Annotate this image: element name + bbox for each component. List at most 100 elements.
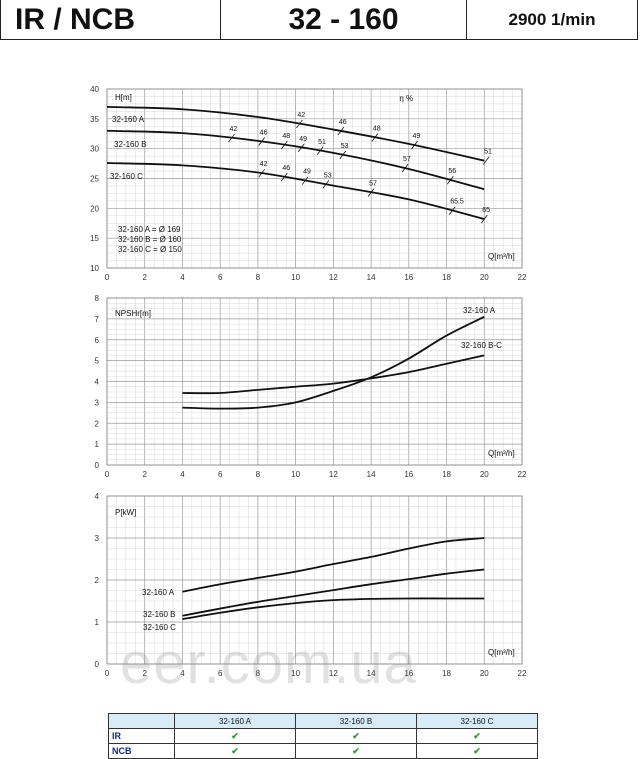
x-tick-label: 10 (291, 470, 300, 479)
series-line (182, 597, 485, 620)
x-tick-label: 12 (329, 273, 338, 282)
x-tick-label: 2 (143, 669, 148, 678)
x-tick-label: 4 (180, 669, 185, 678)
x-tick-label: 8 (256, 273, 261, 282)
row-label: NCB (108, 743, 175, 759)
y-tick-label: 4 (95, 378, 100, 387)
series-line (106, 162, 485, 220)
x-axis-label: Q[m³/h] (488, 648, 515, 657)
x-tick-label: 20 (480, 669, 489, 678)
x-tick-label: 6 (218, 273, 223, 282)
efficiency-label: 53 (324, 172, 332, 179)
series-title: IR / NCB (1, 0, 221, 39)
efficiency-tick (301, 176, 309, 185)
efficiency-label: 42 (297, 112, 305, 119)
efficiency-tick (280, 172, 288, 182)
efficiency-label: 53 (341, 143, 349, 150)
efficiency-tick (411, 140, 418, 150)
x-tick-label: 0 (105, 273, 110, 282)
efficiency-tick (316, 146, 324, 155)
series-label: 32-160 A (463, 306, 496, 315)
efficiency-tick (367, 188, 375, 197)
y-tick-label: 25 (90, 175, 99, 184)
check-icon: ✔ (174, 743, 296, 759)
efficiency-tick (371, 133, 379, 142)
check-icon: ✔ (174, 728, 296, 744)
series-label: 32-160 B (143, 610, 175, 619)
pump-curves-charts: 0 2 4 6 8 10 12 14 16 18 20 2210152025303540H[m]Q[m… (90, 85, 527, 678)
x-tick-label: 10 (291, 273, 300, 282)
efficiency-label: 51 (484, 149, 492, 156)
x-tick-label: 18 (442, 669, 451, 678)
model-title: 32 - 160 (221, 0, 467, 39)
efficiency-label: 48 (373, 125, 381, 132)
efficiency-tick (337, 126, 345, 136)
efficiency-label: 56 (448, 168, 456, 175)
efficiency-tick (258, 137, 266, 146)
efficiency-tick (482, 156, 490, 165)
efficiency-tick (401, 163, 409, 173)
efficiency-label: 46 (339, 119, 347, 126)
y-tick-label: 1 (95, 440, 100, 449)
efficiency-tick (480, 214, 488, 224)
x-tick-label: 22 (518, 470, 527, 479)
series-label: 32-160 C (143, 623, 176, 632)
x-tick-label: 4 (180, 273, 185, 282)
series-line (182, 537, 485, 593)
series-label: 32-160 C (110, 172, 143, 181)
title-bar: IR / NCB 32 - 160 2900 1/min (0, 0, 638, 40)
table-row: IR ✔ ✔ ✔ (108, 728, 538, 744)
efficiency-tick (296, 119, 303, 129)
series-line (182, 315, 485, 410)
x-tick-label: 18 (442, 470, 451, 479)
efficiency-label: 46 (260, 130, 268, 137)
impeller-diameter-note: 32-160 C = Ø 150 (118, 245, 182, 254)
series-label: 32-160 A (142, 588, 175, 597)
y-tick-label: 20 (90, 204, 99, 213)
plot-frame (106, 495, 523, 665)
efficiency-tick (280, 140, 288, 150)
x-tick-label: 0 (105, 470, 110, 479)
y-axis-label: H[m] (115, 93, 132, 102)
x-tick-label: 20 (480, 470, 489, 479)
plot-frame (106, 88, 523, 269)
y-tick-label: 3 (95, 398, 100, 407)
y-tick-label: 1 (95, 618, 100, 627)
y-tick-label: 2 (95, 576, 100, 585)
x-tick-label: 6 (218, 669, 223, 678)
x-tick-label: 12 (329, 470, 338, 479)
table-corner (108, 713, 175, 729)
table-column-header: 32-160 C (416, 713, 538, 729)
y-tick-label: 4 (95, 492, 100, 501)
y-tick-label: 15 (90, 234, 99, 243)
x-tick-label: 2 (143, 470, 148, 479)
x-tick-label: 16 (404, 470, 413, 479)
table-header-row: 32-160 A 32-160 B 32-160 C (108, 713, 538, 729)
y-tick-label: 7 (95, 315, 100, 324)
series-line (106, 106, 485, 162)
series-label: 32-160 B-C (461, 341, 502, 350)
x-tick-label: 22 (518, 669, 527, 678)
efficiency-label: 51 (318, 139, 326, 146)
efficiency-tick (228, 133, 235, 143)
efficiency-label: 42 (230, 126, 238, 133)
efficiency-tick (322, 180, 330, 189)
efficiency-label: 57 (403, 156, 411, 163)
x-tick-label: 16 (404, 669, 413, 678)
compatibility-table: 32-160 A 32-160 B 32-160 C IR ✔ ✔ ✔ NCB … (108, 713, 538, 759)
x-tick-label: 18 (442, 273, 451, 282)
y-tick-label: 35 (90, 115, 99, 124)
row-label: IR (108, 728, 175, 744)
efficiency-label: 57 (369, 181, 377, 188)
y-tick-label: 40 (90, 85, 99, 94)
y-axis-label: P[kW] (115, 508, 136, 517)
efficiency-label: 49 (303, 169, 311, 176)
efficiency-tick (448, 206, 456, 215)
y-axis-label: NPSHr[m] (115, 309, 151, 318)
x-tick-label: 6 (218, 470, 223, 479)
y-tick-label: 30 (90, 145, 99, 154)
y-tick-label: 3 (95, 534, 100, 543)
x-tick-label: 22 (518, 273, 527, 282)
y-tick-label: 0 (95, 461, 100, 470)
x-tick-label: 16 (404, 273, 413, 282)
